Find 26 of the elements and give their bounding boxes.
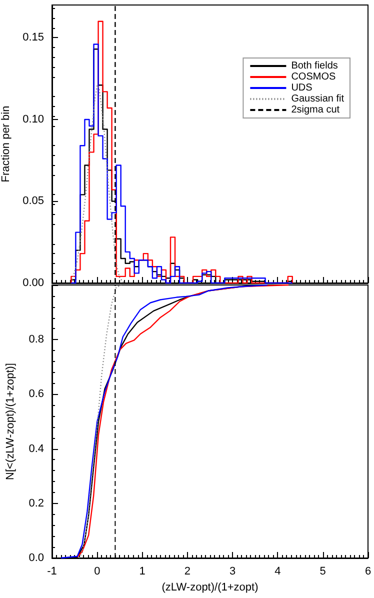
legend-label: UDS (291, 82, 313, 94)
y-tick-label: 0.2 (28, 497, 44, 510)
x-tick-label: 4 (274, 566, 281, 578)
y-axis-title: Fraction per bin (0, 106, 12, 182)
y-tick-label: 0.15 (22, 32, 44, 44)
x-tick-label: 2 (184, 566, 190, 578)
y-tick-label: 0.05 (22, 195, 44, 208)
x-tick-label: 0 (94, 566, 100, 578)
x-tick-label: 3 (230, 566, 236, 578)
y-tick-label: 0.0 (28, 552, 44, 564)
y-tick-label: 0.10 (22, 113, 44, 126)
x-tick-label: 5 (320, 566, 326, 578)
legend-label: COSMOS (291, 72, 336, 82)
legend-label: 2sigma cut (291, 104, 340, 116)
x-tick-label: 1 (139, 566, 146, 578)
y-tick-label: 0.00 (22, 277, 44, 289)
line-series (72, 84, 125, 284)
y-tick-label: 0.6 (28, 388, 44, 400)
x-axis-title: (zLW-zopt)/(1+zopt) (162, 581, 258, 594)
x-tick-label: 6 (364, 566, 372, 578)
y-tick-label: 0.8 (28, 334, 44, 346)
y-axis-title: N[<(zLW-zopt)/(1+zopt)] (4, 363, 16, 480)
x-tick-label: -1 (47, 566, 57, 578)
y-tick-label: 0.4 (28, 442, 44, 455)
legend-label: Both fields (291, 60, 338, 72)
legend-label: Gaussian fit (291, 94, 344, 104)
